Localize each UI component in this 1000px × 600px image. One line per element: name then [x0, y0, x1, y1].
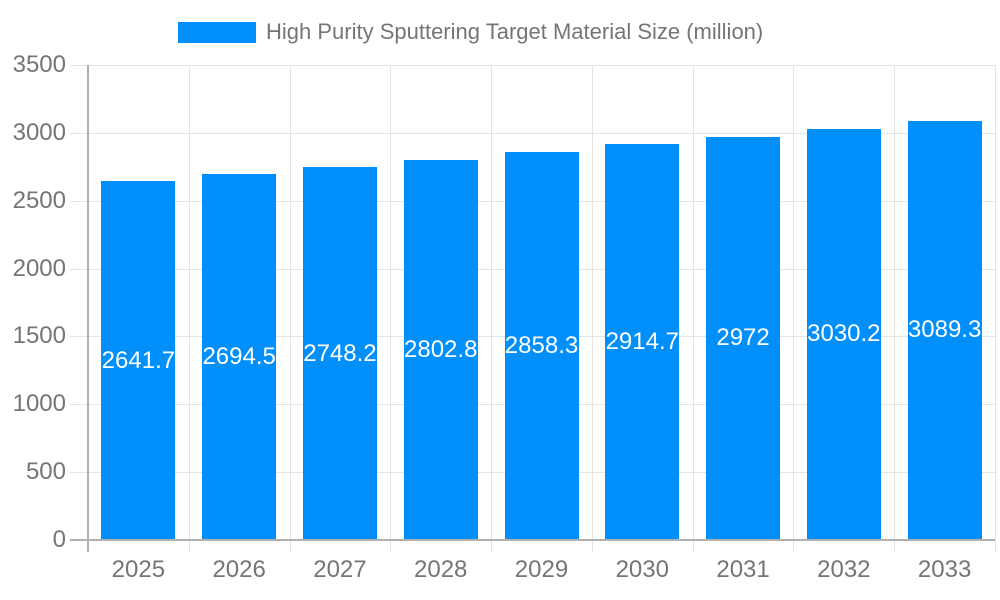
chart-title: High Purity Sputtering Target Material S… [266, 19, 764, 44]
y-axis-tick [70, 336, 88, 338]
v-gridline [390, 65, 392, 540]
x-axis-label: 2026 [212, 556, 266, 583]
x-axis-tick [188, 540, 190, 552]
bar-2032[interactable] [806, 128, 881, 540]
y-axis-tick [70, 268, 88, 270]
x-axis-tick [692, 540, 694, 552]
v-gridline [491, 65, 493, 540]
y-axis-label: 1500 [12, 322, 66, 350]
bar-value-label: 2972 [716, 324, 770, 352]
x-axis-tick [793, 540, 795, 552]
h-gridline [88, 65, 995, 66]
bar-value-label: 2641.7 [101, 346, 176, 374]
v-gridline [793, 65, 795, 540]
y-axis-label: 500 [25, 458, 66, 486]
bar-2025[interactable] [101, 181, 176, 540]
y-axis-label: 2500 [12, 186, 66, 214]
y-axis-label: 3000 [12, 118, 66, 146]
h-gridline [88, 132, 995, 134]
y-axis-tick [70, 132, 88, 134]
x-axis-label: 2032 [817, 556, 871, 583]
x-axis-tick [995, 540, 996, 552]
x-axis-label: 2027 [313, 556, 367, 583]
y-axis-tick [70, 200, 88, 202]
bar-value-label: 2694.5 [202, 343, 276, 371]
bar-value-label: 2914.7 [605, 328, 679, 356]
bar-2029[interactable] [504, 152, 579, 540]
x-axis-tick [591, 540, 593, 552]
v-gridline [188, 65, 190, 540]
y-axis-label: 3500 [12, 51, 66, 78]
bar-value-label: 2802.8 [404, 335, 478, 363]
bar-2027[interactable] [302, 167, 377, 540]
y-axis-label: 0 [52, 526, 66, 553]
chart-legend[interactable]: High Purity Sputtering Target Material S… [178, 18, 763, 46]
v-gridline [894, 65, 896, 540]
x-axis-tick [491, 540, 493, 552]
y-axis-line [87, 65, 89, 552]
v-gridline [995, 65, 996, 540]
legend-swatch-icon [178, 21, 256, 43]
x-axis-label: 2031 [716, 556, 770, 583]
y-axis-tick [70, 65, 88, 66]
bar-2033[interactable] [907, 120, 982, 540]
bar-2026[interactable] [202, 174, 277, 540]
x-axis-label: 2028 [414, 556, 468, 583]
x-axis-label: 2033 [917, 556, 972, 583]
bar-2031[interactable] [706, 136, 781, 540]
y-axis-tick [70, 404, 88, 406]
x-axis-line [70, 539, 995, 541]
x-axis-label: 2029 [514, 556, 569, 583]
bar-value-label: 2858.3 [504, 332, 579, 360]
bar-value-label: 3089.3 [907, 316, 982, 344]
v-gridline [289, 65, 291, 540]
x-axis-tick [289, 540, 291, 552]
y-axis-label: 1000 [12, 390, 66, 418]
x-axis-tick [390, 540, 392, 552]
v-gridline [692, 65, 694, 540]
y-axis-label: 2000 [12, 254, 66, 282]
bar-2030[interactable] [605, 144, 680, 540]
x-axis-tick [894, 540, 896, 552]
x-axis-label: 2030 [615, 556, 669, 583]
bar-value-label: 2748.2 [303, 339, 377, 367]
y-axis-tick [70, 472, 88, 474]
bar-2028[interactable] [403, 159, 478, 540]
bar-value-label: 3030.2 [807, 320, 881, 348]
x-axis-label: 2025 [111, 556, 166, 583]
v-gridline [591, 65, 593, 540]
